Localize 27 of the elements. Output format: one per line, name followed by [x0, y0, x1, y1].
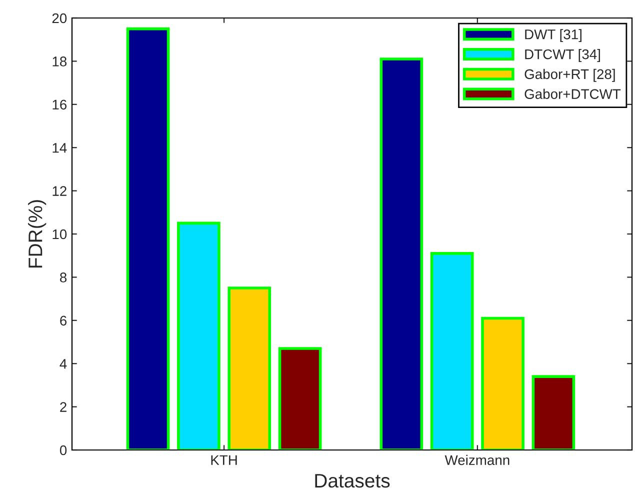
y-tick-label: 10 [52, 229, 67, 240]
y-tick-label: 18 [52, 56, 67, 66]
legend-label: DWT [31] [525, 29, 582, 42]
y-tick-label: 16 [52, 100, 67, 110]
bar [380, 58, 424, 450]
bar [126, 27, 170, 450]
y-tick-label: 0 [60, 445, 67, 456]
x-tick-label: Weizmann [444, 454, 510, 466]
y-tick-label: 14 [52, 143, 67, 153]
y-tick-label: 12 [52, 186, 66, 196]
y-tick-label: 8 [60, 272, 67, 282]
bar [481, 316, 524, 450]
legend-label: Gabor+DTCWT [524, 88, 621, 99]
y-tick-label: 20 [52, 13, 67, 24]
legend-label: DTCWT [34] [525, 49, 600, 62]
bar [430, 252, 474, 450]
legend-label: Gabor+RT [28] [524, 68, 615, 82]
bar [177, 222, 220, 450]
bar [532, 375, 576, 450]
y-axis-title: FDR(%) [28, 200, 46, 268]
x-tick-label: KTH [211, 455, 237, 465]
y-tick-label: 4 [60, 359, 67, 369]
y-tick-label: 6 [60, 316, 67, 326]
bar [278, 347, 322, 450]
bar [228, 286, 272, 450]
y-tick-label: 2 [60, 402, 66, 412]
x-axis-title: Datasets [315, 474, 390, 488]
